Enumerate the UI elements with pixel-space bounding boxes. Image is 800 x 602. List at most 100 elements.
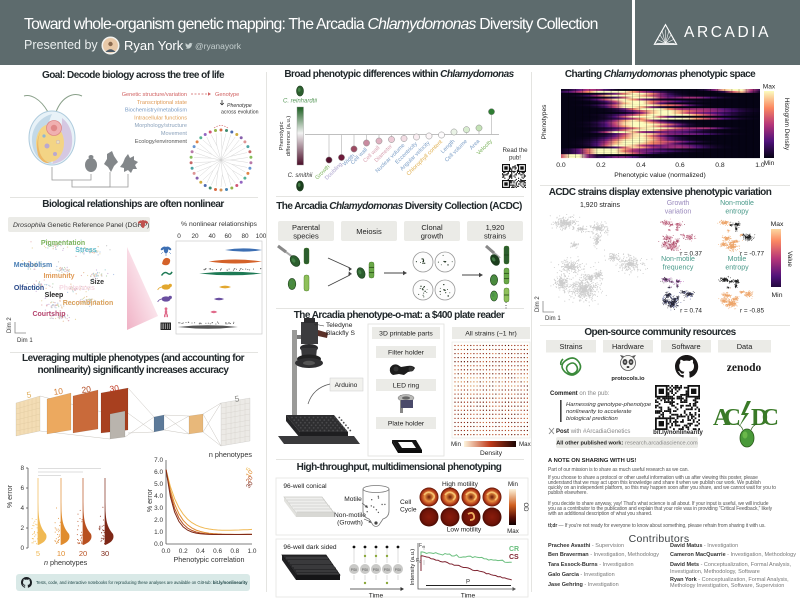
svg-text:⋮: ⋮	[502, 301, 510, 310]
svg-text:6: 6	[20, 485, 24, 492]
svg-text:r = 0.37: r = 0.37	[680, 251, 702, 258]
svg-text:Phenotypic correlation: Phenotypic correlation	[173, 555, 244, 564]
svg-text:Min: Min	[764, 160, 775, 167]
svg-text:6.0: 6.0	[154, 469, 163, 476]
svg-text:30: 30	[101, 549, 109, 558]
svg-text:Software: Software	[671, 342, 700, 351]
svg-text:C. smithii: C. smithii	[288, 173, 313, 179]
svg-text:All other published work: rese: All other published work: research.arcad…	[556, 441, 698, 447]
svg-text:difference (a.u.): difference (a.u.)	[286, 116, 292, 157]
svg-text:0.2: 0.2	[179, 548, 188, 555]
svg-text:0.6: 0.6	[213, 548, 222, 555]
svg-text:variation: variation	[665, 209, 692, 216]
svg-text:Hardware: Hardware	[612, 342, 644, 351]
svg-text:Teledyne: Teledyne	[326, 322, 353, 329]
svg-text:0.4: 0.4	[636, 162, 646, 169]
svg-text:Intracellular functions: Intracellular functions	[134, 115, 187, 121]
svg-text:0.0: 0.0	[556, 162, 566, 169]
svg-text:pub!: pub!	[509, 155, 521, 162]
svg-text:Min: Min	[451, 441, 462, 448]
svg-text:PSII: PSII	[351, 568, 357, 572]
svg-text:4: 4	[20, 505, 24, 512]
svg-text:Min: Min	[508, 481, 519, 488]
svg-text:Immunity: Immunity	[43, 273, 74, 280]
svg-text:60: 60	[224, 233, 232, 240]
svg-text:Arduino: Arduino	[335, 382, 358, 389]
svg-text:entropy: entropy	[725, 209, 749, 216]
svg-text:Plate holder: Plate holder	[388, 421, 425, 428]
svg-text:0.8: 0.8	[715, 162, 725, 169]
svg-text:C. reinhardtii: C. reinhardtii	[283, 99, 318, 105]
svg-text:0.6: 0.6	[675, 162, 685, 169]
svg-text:Motile: Motile	[344, 496, 362, 503]
svg-text:Intensity (a.u.): Intensity (a.u.)	[410, 549, 416, 586]
svg-text:10: 10	[245, 469, 255, 479]
svg-text:Phenotype: Phenotype	[227, 103, 252, 109]
svg-text:0.8: 0.8	[230, 548, 239, 555]
svg-text:Histogram Density: Histogram Density	[783, 98, 790, 151]
svg-text:5: 5	[26, 389, 32, 400]
svg-text:Stress: Stress	[75, 247, 97, 254]
svg-text:Value: Value	[786, 251, 793, 267]
svg-text:Data: Data	[737, 342, 754, 351]
svg-text:Time: Time	[369, 593, 384, 600]
svg-text:Growth: Growth	[667, 200, 690, 207]
svg-text:Non-motile: Non-motile	[720, 200, 754, 207]
svg-text:Recombination: Recombination	[63, 300, 114, 307]
svg-text:Pigmentation: Pigmentation	[41, 240, 85, 247]
svg-text:r = -0.85: r = -0.85	[740, 308, 764, 315]
svg-text:5.0: 5.0	[154, 481, 163, 488]
svg-text:Size: Size	[90, 279, 104, 286]
svg-text:species: species	[293, 232, 319, 241]
svg-text:1.0: 1.0	[755, 162, 765, 169]
svg-text:Cycle: Cycle	[400, 507, 417, 514]
svg-text:bit.ly/nonlinearity: bit.ly/nonlinearity	[653, 430, 703, 436]
svg-text:growth: growth	[421, 232, 444, 241]
svg-text:All strains (~1 hr): All strains (~1 hr)	[465, 331, 517, 338]
svg-text:across evolution: across evolution	[221, 110, 259, 116]
svg-text:Dim 2: Dim 2	[7, 317, 13, 333]
svg-text:DC: DC	[751, 405, 779, 431]
svg-text:Courtship: Courtship	[32, 311, 65, 318]
svg-text:Phototaxis: Phototaxis	[59, 285, 95, 292]
svg-text:Ecology/environment: Ecology/environment	[135, 139, 188, 145]
svg-text:7.0: 7.0	[154, 457, 163, 464]
svg-text:n phenotypes: n phenotypes	[44, 558, 88, 567]
svg-text:96-well conical: 96-well conical	[283, 483, 327, 490]
svg-text:Sleep: Sleep	[45, 292, 64, 299]
svg-text:Phenotypic: Phenotypic	[279, 122, 285, 151]
svg-text:Low motility: Low motility	[447, 527, 482, 534]
svg-text:r = -0.77: r = -0.77	[740, 251, 764, 258]
svg-text:n phenotypes: n phenotypes	[209, 450, 253, 459]
svg-text:(Growth): (Growth)	[337, 520, 363, 527]
svg-text:P: P	[466, 580, 470, 586]
svg-text:1.0: 1.0	[248, 548, 257, 555]
svg-text:Min: Min	[772, 292, 783, 299]
svg-text:Cell: Cell	[400, 499, 412, 506]
svg-text:Fm: Fm	[419, 543, 425, 549]
svg-text:CR: CR	[509, 546, 519, 553]
svg-text:Phenotypes: Phenotypes	[541, 104, 548, 140]
svg-text:5: 5	[234, 393, 240, 404]
svg-text:Max: Max	[507, 528, 520, 535]
svg-text:10: 10	[53, 386, 64, 397]
svg-text:biological prediction: biological prediction	[566, 416, 618, 422]
svg-text:5: 5	[36, 549, 40, 558]
svg-text:Metabolism: Metabolism	[14, 262, 53, 269]
svg-text:0.2: 0.2	[596, 162, 606, 169]
svg-text:0.0: 0.0	[162, 548, 171, 555]
svg-text:Parental: Parental	[292, 223, 320, 232]
svg-text:CS: CS	[509, 554, 519, 561]
svg-text:% error: % error	[7, 484, 14, 508]
svg-text:Strains: Strains	[559, 342, 582, 351]
svg-text:Motile: Motile	[728, 256, 747, 263]
svg-text:8: 8	[20, 465, 24, 472]
svg-text:Harnessing genotype-phenotype: Harnessing genotype-phenotype	[566, 402, 652, 408]
svg-text:Phenotypic value (normalized): Phenotypic value (normalized)	[614, 172, 705, 179]
svg-text:30: 30	[245, 480, 255, 490]
svg-text:PSII: PSII	[373, 568, 379, 572]
svg-text:Non-motile: Non-motile	[661, 256, 695, 263]
svg-text:nonlinearity to accelerate: nonlinearity to accelerate	[566, 409, 632, 415]
svg-text:Dim 2: Dim 2	[535, 296, 541, 312]
svg-text:Non-motile: Non-motile	[334, 512, 366, 519]
